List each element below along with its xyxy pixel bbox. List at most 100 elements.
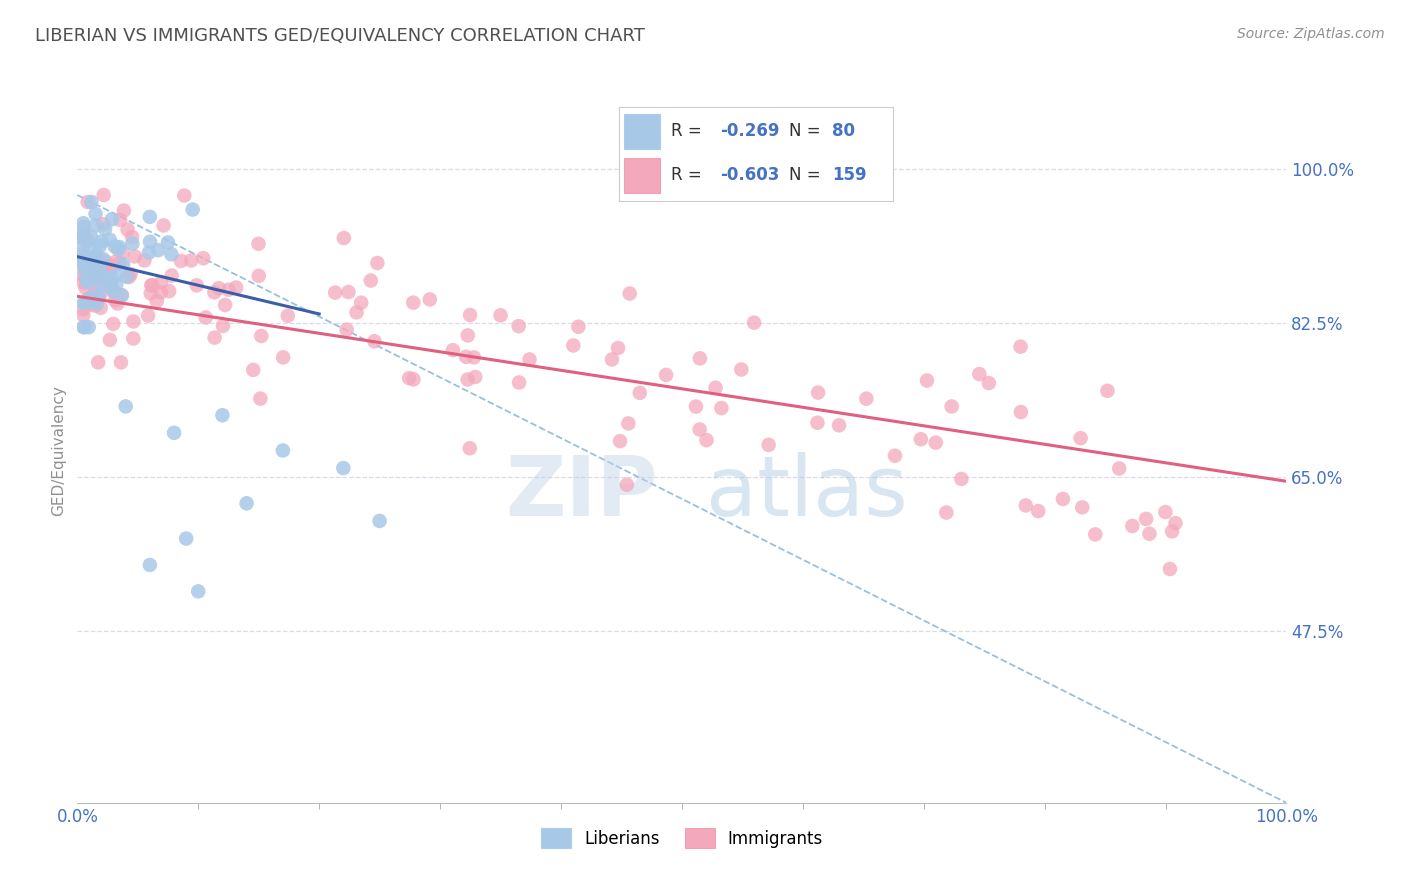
Point [828,418,851,433]
Point [73,219,96,234]
Point [122,332,145,346]
Point [100,280,122,294]
Point [214,298,236,312]
Point [76,195,98,210]
Point [104,293,127,308]
Point [72,251,94,265]
Point [93,188,115,202]
Point [87,355,110,369]
Point [149,285,172,300]
Point [710,401,733,416]
Point [91,252,114,267]
Point [186,278,208,293]
Point [89,277,111,291]
Point [163,425,186,440]
Point [90,262,112,277]
Point [141,278,163,293]
Point [84,207,107,221]
Point [704,381,727,395]
Point [97,278,120,293]
Point [89,288,111,302]
Point [101,212,124,227]
Point [1121,519,1143,533]
Point [76,233,98,247]
Point [138,245,160,260]
Text: LIBERIAN VS IMMIGRANTS GED/EQUIVALENCY CORRELATION CHART: LIBERIAN VS IMMIGRANTS GED/EQUIVALENCY C… [35,27,645,45]
Point [108,256,131,270]
Point [97,277,120,291]
Point [1135,512,1157,526]
Point [187,584,209,599]
Point [134,253,156,268]
Point [110,288,132,302]
Point [120,267,142,281]
Point [100,261,122,276]
Point [72,226,94,240]
Point [969,367,991,381]
Point [91,217,114,231]
Point [82,292,104,306]
Point [75,230,97,244]
Point [360,274,382,288]
Point [173,188,195,202]
Point [489,308,512,322]
Point [807,385,830,400]
Point [249,392,271,406]
Point [350,295,373,310]
Point [139,235,162,249]
Point [464,370,486,384]
Text: 80: 80 [832,122,855,140]
Point [157,284,180,298]
Point [112,257,135,271]
Point [1159,562,1181,576]
Point [73,297,96,311]
Point [77,273,100,287]
Point [204,330,226,344]
Text: -0.269: -0.269 [720,122,779,140]
Point [1161,524,1184,539]
Point [93,259,115,273]
Point [758,438,780,452]
Point [977,376,1000,390]
Point [935,506,957,520]
Point [93,271,115,285]
Point [103,317,125,331]
Point [247,236,270,251]
Point [806,416,828,430]
Point [72,260,94,274]
Point [136,309,159,323]
Text: ZIP: ZIP [505,452,658,533]
Point [100,282,122,296]
Point [730,362,752,376]
Point [1097,384,1119,398]
Point [84,299,107,313]
Point [98,233,121,247]
Point [83,251,105,265]
Text: atlas: atlas [706,452,908,533]
Point [398,371,420,385]
Legend: Liberians, Immigrants: Liberians, Immigrants [534,822,830,855]
Point [441,343,464,358]
Point [855,392,877,406]
Point [75,266,97,280]
Point [346,305,368,319]
Point [72,308,94,322]
Point [884,449,907,463]
Point [174,532,197,546]
Point [72,246,94,260]
Point [108,240,131,254]
Point [271,443,294,458]
Point [600,352,623,367]
Point [180,253,202,268]
Point [742,316,765,330]
Point [104,285,127,300]
Point [419,293,441,307]
Point [83,266,105,280]
Point [1164,516,1187,530]
Point [616,477,638,491]
Point [72,251,94,265]
Point [84,265,107,279]
Point [72,227,94,242]
Point [689,351,711,366]
Point [941,400,963,414]
